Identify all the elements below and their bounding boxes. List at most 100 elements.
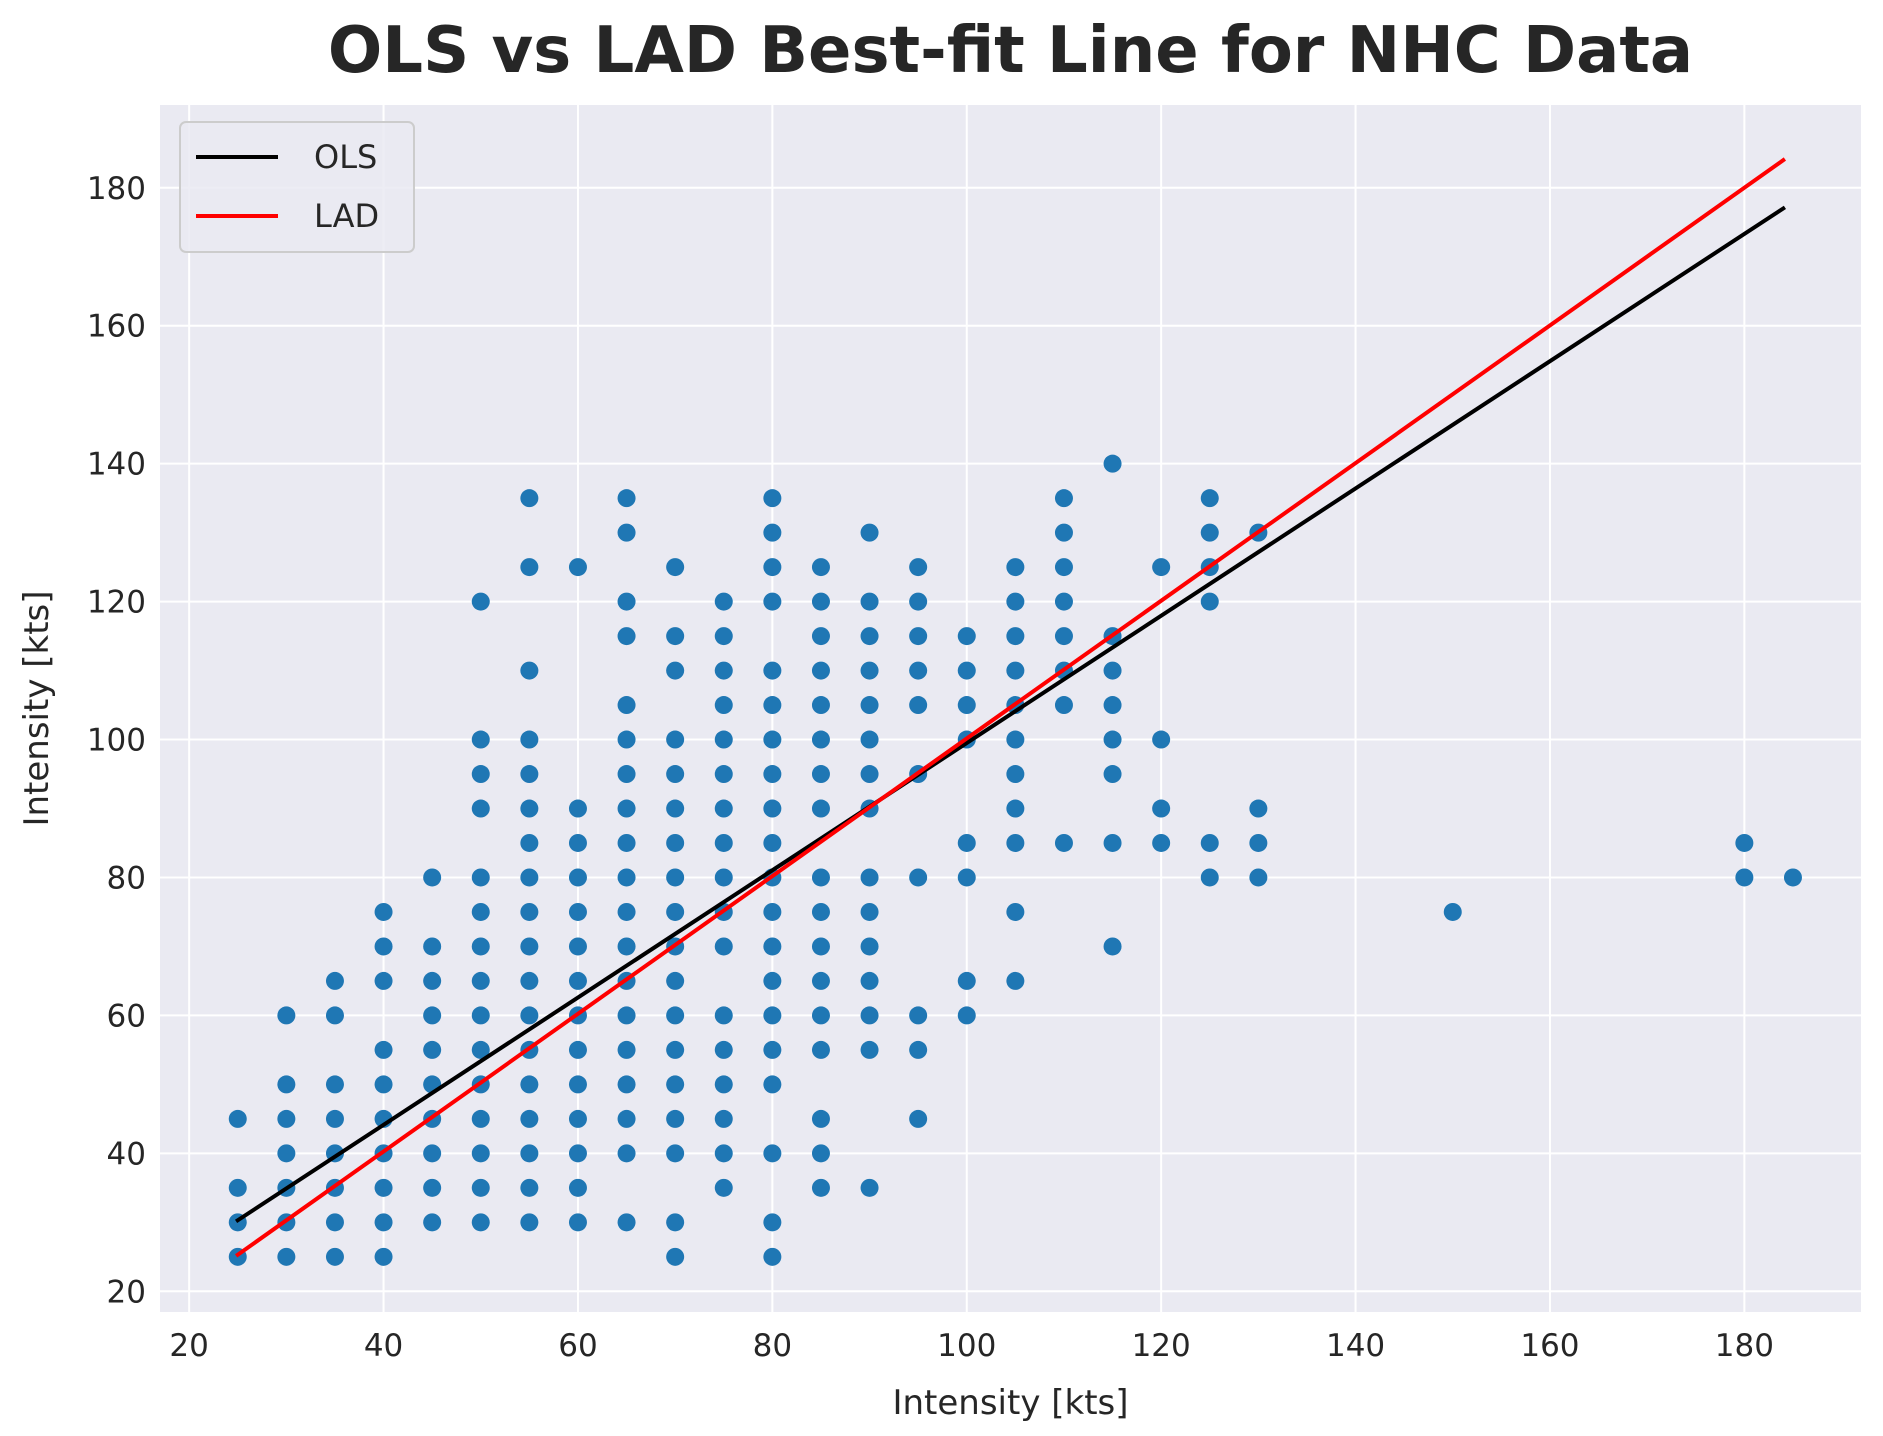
data-point	[617, 627, 636, 646]
data-point	[325, 1213, 344, 1232]
data-point	[568, 902, 587, 921]
data-point	[617, 696, 636, 715]
data-point	[1103, 765, 1122, 784]
data-point	[811, 1109, 830, 1128]
data-point	[423, 1213, 442, 1232]
data-point	[277, 1006, 296, 1025]
data-point	[1006, 592, 1025, 611]
data-point	[909, 558, 928, 577]
data-point	[471, 971, 490, 990]
data-point	[568, 1109, 587, 1128]
data-point	[520, 1144, 539, 1163]
data-point	[568, 1075, 587, 1094]
data-point	[471, 937, 490, 956]
tick-labels: 20 40 60 80 100 120 140 160 180 20 40 60 80 100 120 140…	[87, 171, 1774, 1364]
data-point	[1006, 730, 1025, 749]
y-tick-label: 120	[87, 585, 146, 621]
x-tick-label: 40	[364, 1328, 403, 1364]
y-tick-label: 20	[107, 1274, 146, 1310]
data-point	[860, 868, 879, 887]
data-point	[860, 730, 879, 749]
data-point	[957, 627, 976, 646]
data-point	[471, 1006, 490, 1025]
x-tick-label: 80	[753, 1328, 792, 1364]
data-point	[811, 1040, 830, 1059]
data-point	[909, 627, 928, 646]
data-point	[666, 868, 685, 887]
data-point	[1152, 730, 1171, 749]
data-point	[909, 1040, 928, 1059]
data-point	[568, 799, 587, 818]
data-point	[423, 1006, 442, 1025]
data-point	[617, 833, 636, 852]
data-point	[714, 592, 733, 611]
data-point	[1006, 627, 1025, 646]
data-point	[1152, 558, 1171, 577]
data-point	[1006, 799, 1025, 818]
data-point	[325, 1075, 344, 1094]
data-point	[471, 1109, 490, 1128]
data-point	[909, 1006, 928, 1025]
data-point	[1006, 661, 1025, 680]
data-point	[617, 1006, 636, 1025]
data-point	[714, 627, 733, 646]
data-point	[374, 902, 393, 921]
data-point	[811, 558, 830, 577]
data-point	[471, 1178, 490, 1197]
data-point	[374, 1075, 393, 1094]
data-point	[909, 696, 928, 715]
data-point	[520, 1075, 539, 1094]
data-point	[714, 833, 733, 852]
data-point	[1054, 489, 1073, 508]
data-point	[617, 730, 636, 749]
data-point	[520, 558, 539, 577]
data-point	[763, 1247, 782, 1266]
data-point	[860, 523, 879, 542]
data-point	[520, 902, 539, 921]
x-tick-label: 180	[1715, 1328, 1774, 1364]
data-point	[568, 1144, 587, 1163]
data-point	[325, 1006, 344, 1025]
data-point	[228, 1178, 247, 1197]
data-point	[1054, 696, 1073, 715]
data-point	[666, 627, 685, 646]
data-point	[471, 592, 490, 611]
legend: OLS LAD	[179, 121, 415, 253]
data-point	[1735, 868, 1754, 887]
data-point	[666, 1040, 685, 1059]
data-point	[763, 1040, 782, 1059]
data-point	[520, 937, 539, 956]
data-point	[568, 868, 587, 887]
data-point	[1006, 833, 1025, 852]
data-point	[811, 868, 830, 887]
data-point	[568, 937, 587, 956]
data-point	[666, 902, 685, 921]
data-point	[471, 1144, 490, 1163]
data-point	[568, 1040, 587, 1059]
data-point	[714, 1006, 733, 1025]
data-point	[714, 868, 733, 887]
data-point	[714, 937, 733, 956]
data-point	[763, 1213, 782, 1232]
data-point	[325, 971, 344, 990]
x-tick-label: 20	[169, 1328, 208, 1364]
data-point	[909, 661, 928, 680]
data-point	[423, 868, 442, 887]
data-point	[666, 1144, 685, 1163]
data-point	[520, 833, 539, 852]
data-point	[811, 1178, 830, 1197]
data-point	[520, 661, 539, 680]
data-point	[374, 937, 393, 956]
data-point	[617, 799, 636, 818]
data-point	[374, 1178, 393, 1197]
data-point	[1103, 454, 1122, 473]
data-point	[763, 765, 782, 784]
data-point	[666, 799, 685, 818]
data-point	[763, 489, 782, 508]
y-tick-label: 180	[87, 171, 146, 207]
data-point	[471, 902, 490, 921]
data-point	[471, 799, 490, 818]
data-point	[763, 730, 782, 749]
data-point	[471, 765, 490, 784]
data-point	[860, 765, 879, 784]
